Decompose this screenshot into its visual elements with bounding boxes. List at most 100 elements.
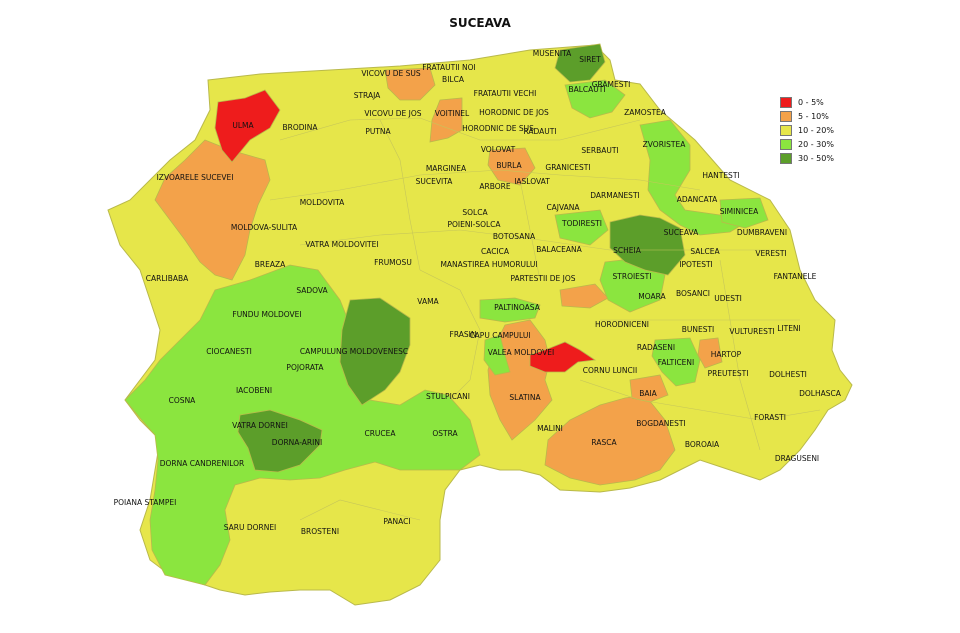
region-label: SOLCA: [462, 208, 488, 217]
region-label: CIOCANESTI: [206, 347, 252, 356]
region-vatra-dornei-dorna-arini: [237, 409, 323, 473]
region-campulung-moldovenesc: [339, 297, 411, 406]
region-label: SADOVA: [296, 286, 328, 295]
region-label: BRODINA: [283, 123, 319, 132]
region-valea-moldovei: [529, 341, 597, 373]
region-label: LITENI: [777, 324, 801, 333]
regions-5-10: [154, 67, 723, 486]
legend-label: 20 - 30%: [798, 139, 834, 149]
region-label: STULPICANI: [426, 392, 470, 401]
region-label: GRANICESTI: [545, 163, 590, 172]
regions-30-50: [237, 43, 686, 473]
region-baia: [629, 374, 669, 403]
region-label: ADANCATA: [677, 195, 718, 204]
region-label: BUNESTI: [682, 325, 715, 334]
region-label: BOTOSANA: [493, 232, 536, 241]
map-title: SUCEAVA: [449, 16, 511, 30]
region-label: GRAMESTI: [592, 80, 631, 89]
region-label: POIANA STAMPEI: [114, 498, 177, 507]
region-label: ZVORISTEA: [643, 140, 687, 149]
region-label: BOGDANESTI: [636, 419, 685, 428]
region-label: BOSANCI: [676, 289, 710, 298]
legend-item-20-30: 20 - 30%: [780, 137, 870, 151]
region-label: SCHEIA: [613, 246, 642, 255]
region-siret: [554, 43, 606, 83]
region-label: VALEA MOLDOVEI: [488, 348, 554, 357]
region-label: PUTNA: [365, 127, 391, 136]
region-label: RADASENI: [637, 343, 675, 352]
region-izvoarele-sucevei-moldova-sulita: [154, 139, 271, 281]
legend: 0 - 5% 5 - 10% 10 - 20% 20 - 30% 30 - 50…: [780, 95, 870, 165]
region-label: FRASIN: [450, 330, 477, 339]
region-siminicea: [719, 197, 769, 229]
region-label: SERBAUTI: [581, 146, 618, 155]
region-label: ZAMOSTEA: [624, 108, 667, 117]
region-falticeni: [651, 337, 701, 387]
region-label: SIRET: [579, 55, 601, 64]
region-label: MOLDOVITA: [300, 198, 345, 207]
legend-swatch: [780, 110, 792, 122]
region-label: IACOBENI: [236, 386, 272, 395]
region-label: CORNU LUNCII: [583, 366, 637, 375]
region-label: HORODNIC DE JOS: [479, 108, 549, 117]
region-voitinel: [429, 97, 463, 143]
region-label: DOLHESTI: [769, 370, 807, 379]
region-label: MOLDOVA-SULITA: [231, 223, 298, 232]
legend-swatch: [780, 138, 792, 150]
region-label: RADAUTI: [523, 127, 556, 136]
region-label: MANASTIREA HUMORULUI: [440, 260, 537, 269]
region-label: COSNA: [169, 396, 197, 405]
region-partestii-de-jos: [559, 283, 609, 309]
region-label: VATRA MOLDOVITEI: [305, 240, 378, 249]
region-label: SUCEAVA: [664, 228, 700, 237]
region-label: BREAZA: [255, 260, 286, 269]
legend-label: 30 - 50%: [798, 153, 834, 163]
region-label: FALTICENI: [658, 358, 695, 367]
region-vicovu-de-sus: [384, 67, 436, 101]
region-label: DUMBRAVENI: [737, 228, 787, 237]
region-label: BOROAIA: [685, 440, 720, 449]
region-label: PALTINOASA: [494, 303, 541, 312]
region-label: FANTANELE: [774, 272, 817, 281]
region-label: SUCEVITA: [416, 177, 454, 186]
legend-label: 10 - 20%: [798, 125, 834, 135]
legend-label: 0 - 5%: [798, 97, 824, 107]
region-label: HORODNICENI: [595, 320, 649, 329]
regions-0-5: [214, 89, 597, 373]
region-paltinoasa: [479, 297, 541, 323]
region-label: IZVOARELE SUCEVEI: [157, 173, 234, 182]
region-rasca: [544, 394, 676, 486]
region-balcauti-gramesti: [564, 79, 626, 119]
legend-swatch: [780, 152, 792, 164]
legend-item-30-50: 30 - 50%: [780, 151, 870, 165]
region-label: CRUCEA: [364, 429, 396, 438]
region-label: MARGINEA: [426, 164, 467, 173]
legend-swatch: [780, 124, 792, 136]
region-label: ARBORE: [479, 182, 510, 191]
region-label: SIMINICEA: [720, 207, 759, 216]
region-label: RASCA: [591, 438, 617, 447]
region-label: IPOTESTI: [679, 260, 713, 269]
region-burla: [487, 147, 536, 186]
region-label: MALINI: [537, 424, 563, 433]
region-label: VULTURESTI: [729, 327, 774, 336]
region-label: MUSENITA: [533, 49, 572, 58]
region-label: SARU DORNEI: [224, 523, 277, 532]
region-label: UDESTI: [714, 294, 742, 303]
region-label: FUNDU MOLDOVEI: [232, 310, 301, 319]
region-label: POIENI-SOLCA: [447, 220, 501, 229]
region-scheia-suceava: [609, 214, 686, 276]
region-label: OSTRA: [432, 429, 458, 438]
region-label: VERESTI: [755, 249, 786, 258]
region-label: BALCAUTI: [568, 85, 605, 94]
region-label: MOARA: [638, 292, 666, 301]
legend-label: 5 - 10%: [798, 111, 829, 121]
region-label: ULMA: [232, 121, 254, 130]
region-label: DORNA-ARINI: [272, 438, 322, 447]
region-label: CAPU CAMPULUI: [469, 331, 530, 340]
region-label: BAIA: [639, 389, 657, 398]
region-valea-capu: [483, 334, 511, 376]
region-label: BALACEANA: [536, 245, 582, 254]
region-label: FORASTI: [754, 413, 786, 422]
